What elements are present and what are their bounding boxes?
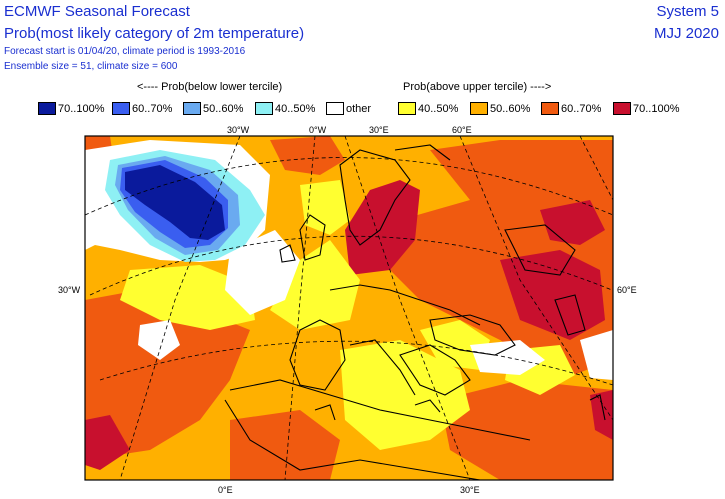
legend-swatch bbox=[470, 102, 488, 115]
legend-swatch bbox=[183, 102, 201, 115]
graticule-label-top-30e: 30°E bbox=[369, 125, 389, 135]
graticule-label-right-60e: 60°E bbox=[617, 285, 637, 295]
legend-swatch bbox=[38, 102, 56, 115]
legend-label: 50..60% bbox=[490, 102, 531, 115]
graticule-label-top-60e: 60°E bbox=[452, 125, 472, 135]
legend-label: 60..70% bbox=[561, 102, 602, 115]
graticule-label-bottom-30e: 30°E bbox=[460, 485, 480, 495]
legend-swatch bbox=[112, 102, 130, 115]
legend-item-above-50-60: 50..60% bbox=[470, 102, 530, 115]
graticule-label-left-30w: 30°W bbox=[58, 285, 81, 295]
legend-item-above-60-70: 60..70% bbox=[541, 102, 601, 115]
legend-item-above-40-50: 40..50% bbox=[398, 102, 458, 115]
legend-label: other bbox=[346, 102, 372, 115]
legend-swatch bbox=[255, 102, 273, 115]
graticule-label-top-30w: 30°W bbox=[227, 125, 250, 135]
legend-item-below-40-50: 40..50% bbox=[255, 102, 315, 115]
legend-item-above-70-100: 70..100% bbox=[613, 102, 679, 115]
map-field bbox=[85, 136, 613, 480]
legend-swatch bbox=[398, 102, 416, 115]
forecast-info: Forecast start is 01/04/20, climate peri… bbox=[4, 46, 246, 57]
legend-label: 70..100% bbox=[58, 102, 105, 115]
graticule-label-top-0w: 0°W bbox=[309, 125, 327, 135]
legend-item-below-60-70: 60..70% bbox=[112, 102, 172, 115]
legend-label: 40..50% bbox=[418, 102, 459, 115]
legend-below-header: <---- Prob(below lower tercile) bbox=[137, 81, 283, 93]
system-label: System 5 bbox=[656, 3, 719, 20]
legend-label: 50..60% bbox=[203, 102, 244, 115]
map-frame bbox=[84, 135, 614, 481]
legend-swatch bbox=[613, 102, 631, 115]
legend-above-header: Prob(above upper tercile) ----> bbox=[403, 81, 552, 93]
graticule bbox=[85, 136, 613, 480]
legend-item-below-50-60: 50..60% bbox=[183, 102, 243, 115]
legend-label: 40..50% bbox=[275, 102, 316, 115]
period-label: MJJ 2020 bbox=[653, 25, 719, 42]
legend-item-below-70-100: 70..100% bbox=[38, 102, 104, 115]
coastlines bbox=[224, 144, 606, 480]
legend-swatch bbox=[541, 102, 559, 115]
legend-label: 60..70% bbox=[132, 102, 173, 115]
page-subtitle: Prob(most likely category of 2m temperat… bbox=[4, 25, 305, 42]
legend-label: 70..100% bbox=[633, 102, 680, 115]
page-title: ECMWF Seasonal Forecast bbox=[4, 3, 190, 20]
ensemble-info: Ensemble size = 51, climate size = 600 bbox=[4, 61, 178, 72]
legend-item-other: other bbox=[326, 102, 371, 115]
graticule-label-bottom-0e: 0°E bbox=[218, 485, 233, 495]
legend-swatch bbox=[326, 102, 344, 115]
